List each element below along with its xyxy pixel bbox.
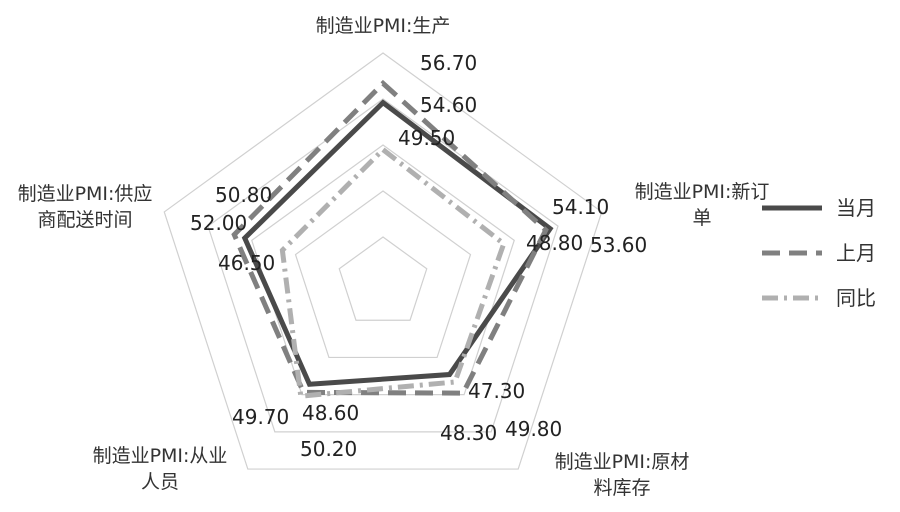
grid-ring xyxy=(207,98,559,433)
category-label: 制造业PMI:原材 xyxy=(555,451,690,473)
data-label: 54.60 xyxy=(420,93,477,117)
data-label: 49.50 xyxy=(398,126,455,150)
data-label: 49.80 xyxy=(505,417,562,441)
series-line-当月 xyxy=(241,99,554,387)
data-label: 52.00 xyxy=(190,211,247,235)
series-line-上月 xyxy=(231,79,549,396)
data-label: 53.60 xyxy=(590,233,647,257)
category-label: 制造业PMI:从业 xyxy=(93,445,228,467)
data-label: 50.80 xyxy=(215,183,272,207)
data-label: 47.30 xyxy=(468,379,525,403)
category-label: 单 xyxy=(692,207,711,229)
category-label: 料库存 xyxy=(593,477,650,499)
data-label: 48.80 xyxy=(526,231,583,255)
data-label: 56.70 xyxy=(420,51,477,75)
grid-ring xyxy=(294,190,472,359)
category-label: 人员 xyxy=(141,471,179,493)
data-label: 48.30 xyxy=(440,421,497,445)
data-label: 54.10 xyxy=(552,195,609,219)
category-label: 制造业PMI:新订 xyxy=(635,181,770,203)
data-label: 49.70 xyxy=(232,405,289,429)
grid-ring xyxy=(251,144,515,396)
category-label: 商配送时间 xyxy=(37,209,132,231)
category-label: 制造业PMI:生产 xyxy=(316,15,451,37)
data-label: 50.20 xyxy=(300,437,357,461)
category-label: 制造业PMI:供应 xyxy=(18,183,153,205)
legend-label: 当月 xyxy=(836,196,876,220)
data-label: 48.60 xyxy=(302,401,359,425)
data-label: 46.50 xyxy=(218,251,275,275)
series-line-同比 xyxy=(279,146,507,399)
legend-label: 同比 xyxy=(836,286,876,310)
grid-ring xyxy=(163,52,603,470)
grid-ring xyxy=(338,236,428,321)
legend-label: 上月 xyxy=(836,241,876,265)
